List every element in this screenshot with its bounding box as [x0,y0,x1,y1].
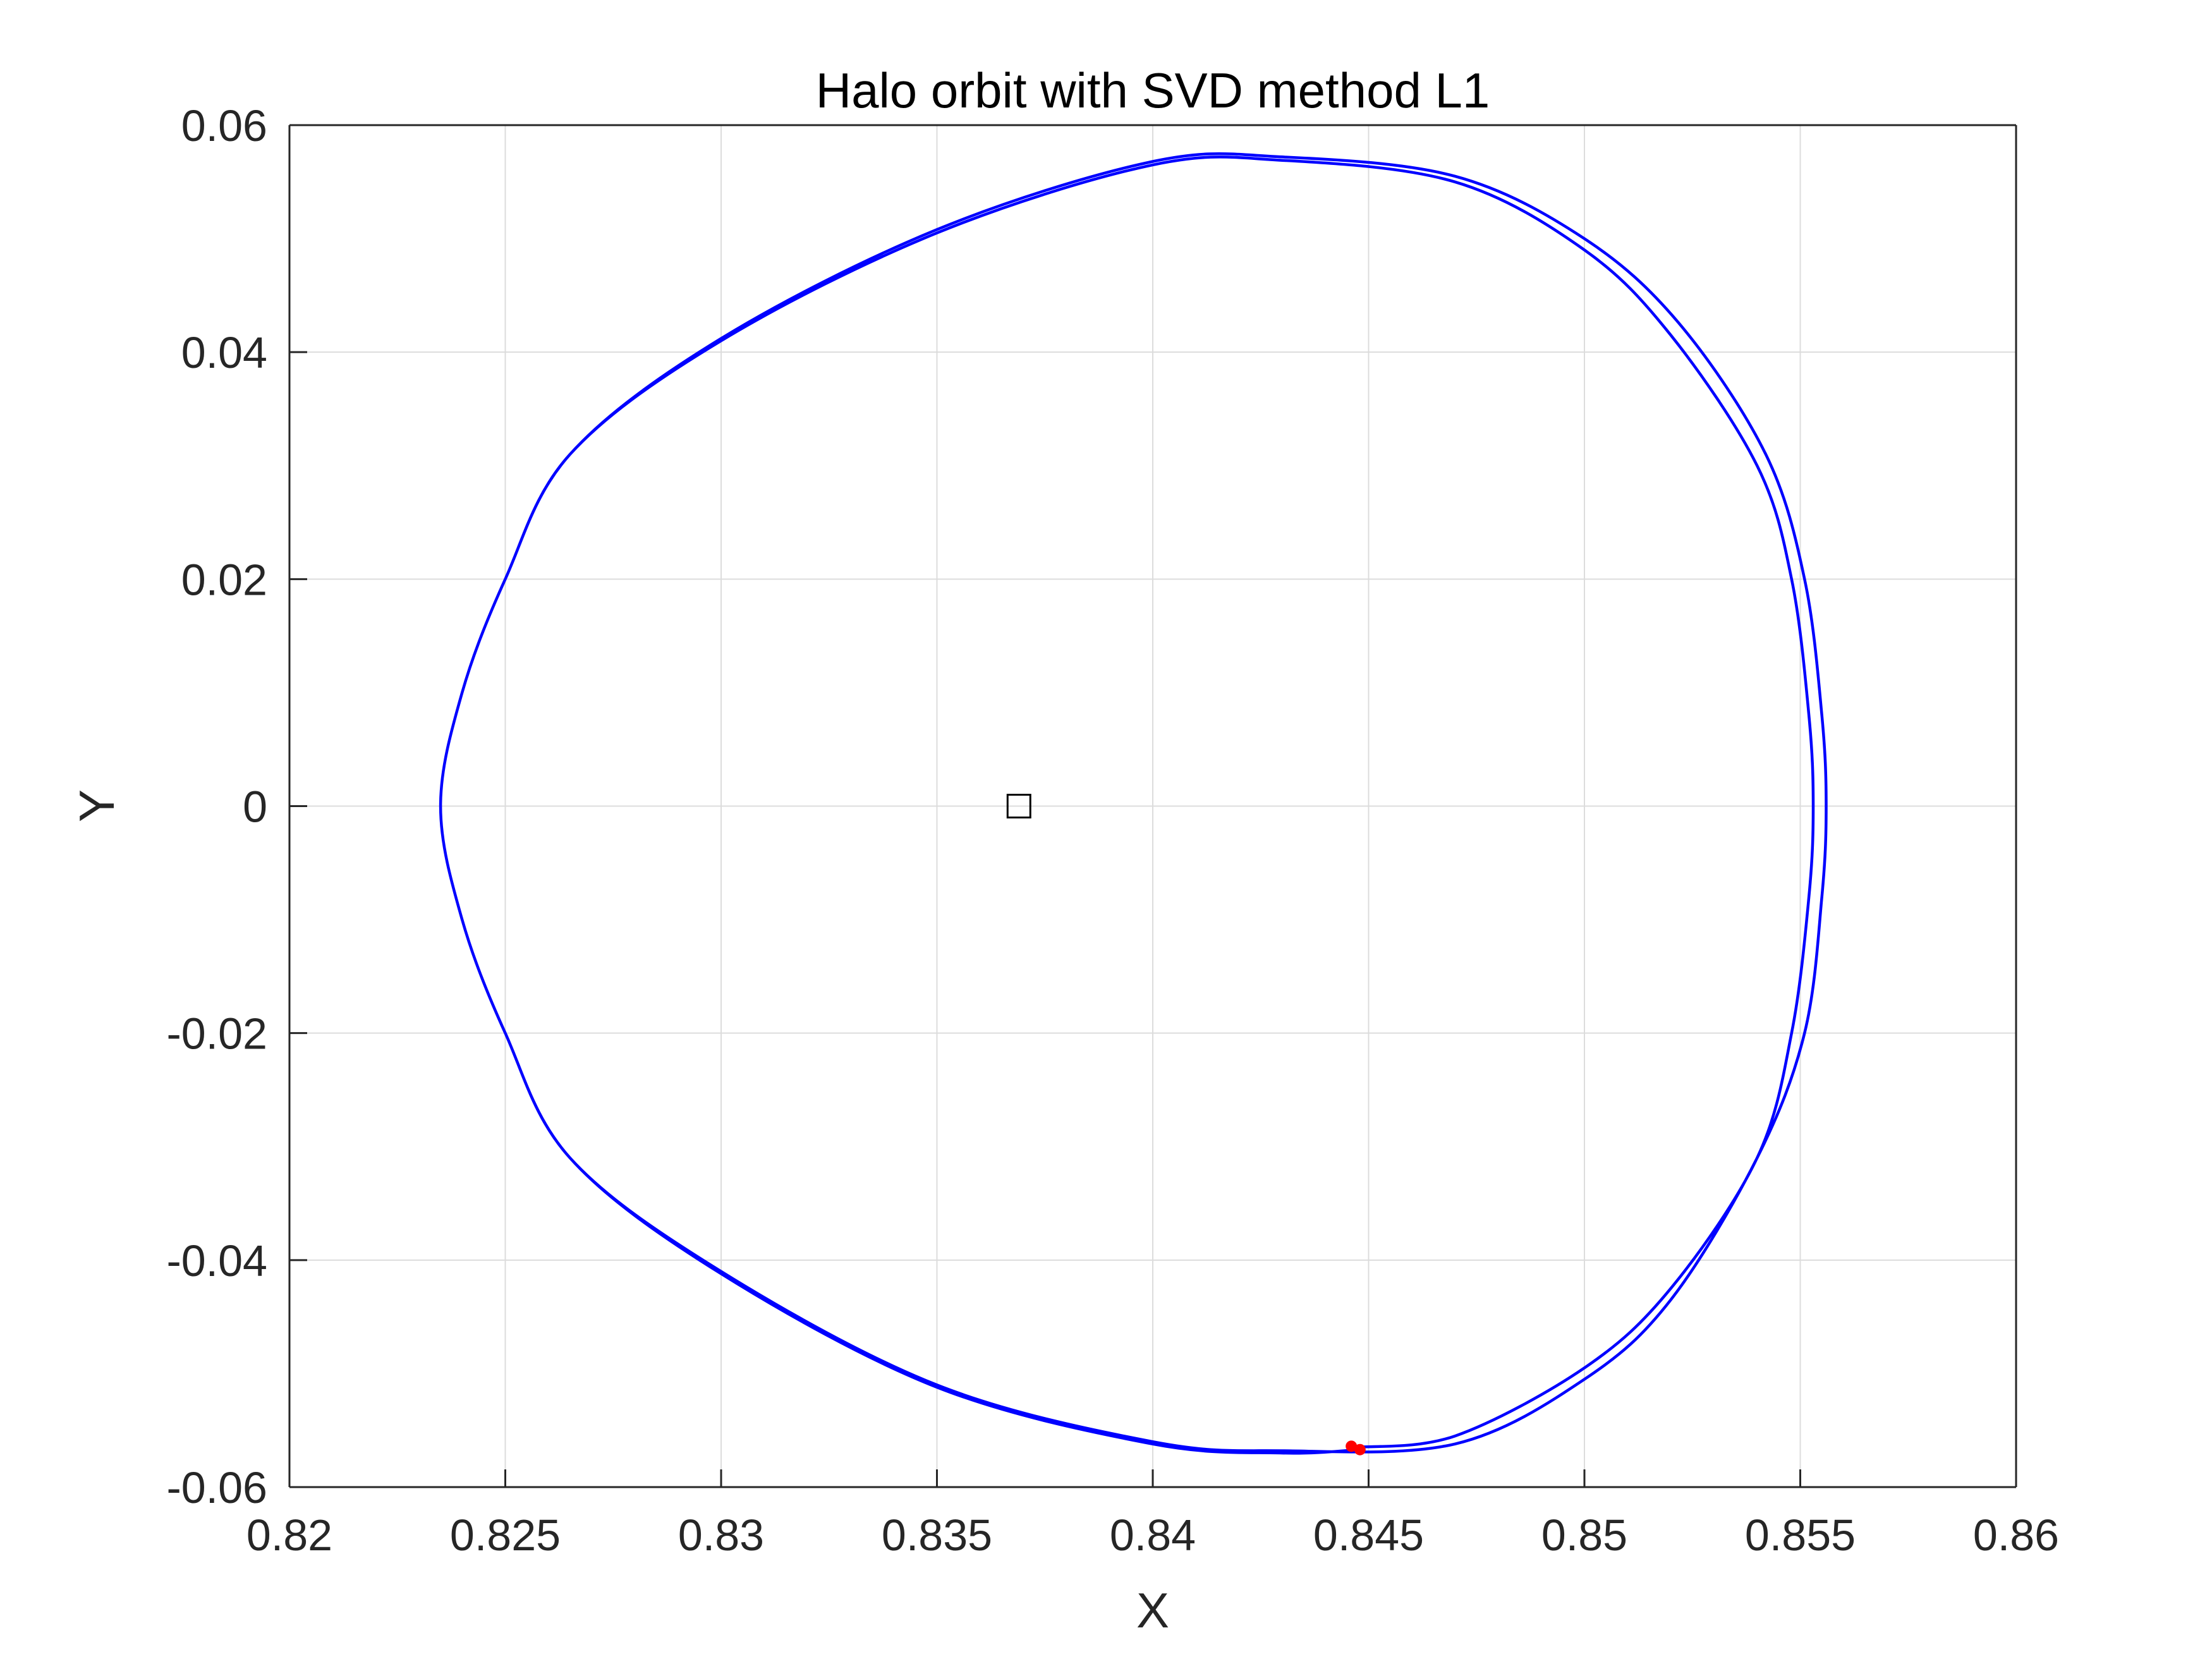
y-tick-label: 0 [243,782,267,832]
y-tick-label: 0.04 [181,328,267,377]
x-tick-label: 0.825 [450,1510,561,1560]
start-point-marker [1346,1440,1358,1452]
x-axis-label: X [1136,1583,1169,1638]
x-tick-label: 0.82 [246,1510,332,1560]
chart-title: Halo orbit with SVD method L1 [816,63,1490,118]
x-ticks: 0.82 0.825 0.83 0.835 0.84 0.845 0.85 0.855 0.86 [246,1469,2059,1560]
end-point-marker [1354,1443,1366,1455]
marker-layer [1006,794,1366,1455]
orbit-series-line [439,152,1828,1455]
y-tick-label: 0.06 [181,101,267,150]
x-tick-label: 0.83 [678,1510,764,1560]
x-tick-label: 0.86 [1973,1510,2059,1560]
x-tick-label: 0.835 [882,1510,992,1560]
x-tick-label: 0.85 [1541,1510,1627,1560]
series-layer [439,152,1828,1455]
y-axis-label: Y [69,789,125,822]
x-tick-label: 0.855 [1745,1510,1856,1560]
y-ticks: -0.06 -0.04 -0.02 0 0.02 0.04 0.06 [166,101,307,1512]
x-tick-label: 0.845 [1313,1510,1424,1560]
l1-point-marker [1006,794,1031,818]
y-tick-label: -0.04 [166,1236,267,1285]
y-tick-label: 0.02 [181,555,267,604]
y-tick-label: -0.06 [166,1463,267,1512]
y-tick-label: -0.02 [166,1009,267,1059]
x-tick-label: 0.84 [1110,1510,1196,1560]
